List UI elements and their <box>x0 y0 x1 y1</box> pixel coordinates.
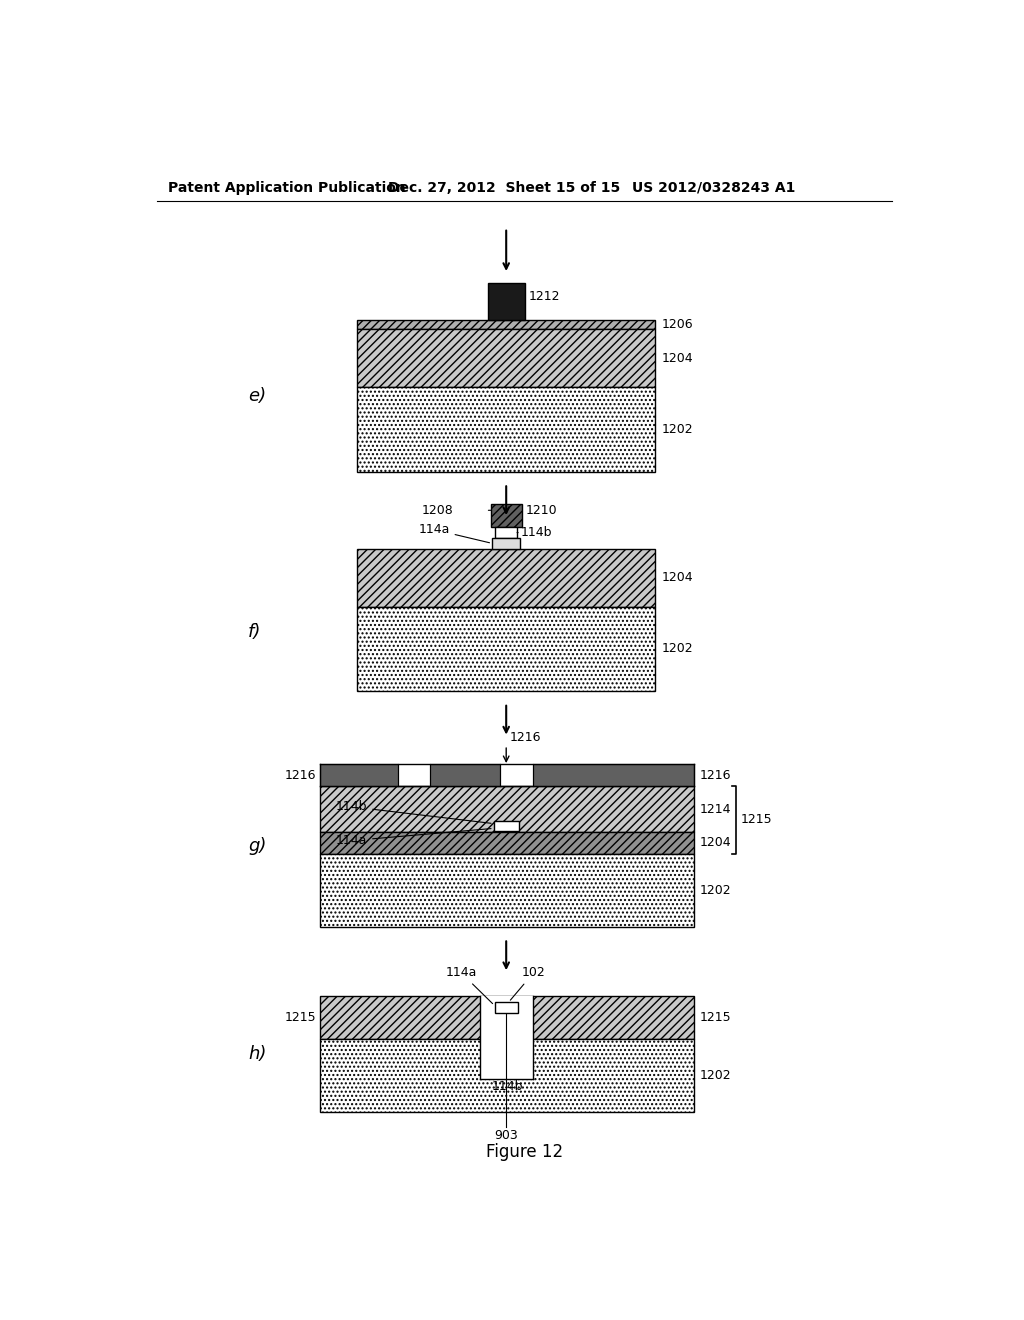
Text: 102: 102 <box>510 966 546 1001</box>
Bar <box>430 764 500 785</box>
Text: 1216: 1216 <box>285 768 316 781</box>
Bar <box>495 1002 518 1014</box>
Text: 903: 903 <box>495 1129 518 1142</box>
Text: 1214: 1214 <box>700 803 731 816</box>
Text: Patent Application Publication: Patent Application Publication <box>168 181 407 194</box>
Bar <box>356 549 655 607</box>
Text: Dec. 27, 2012  Sheet 15 of 15: Dec. 27, 2012 Sheet 15 of 15 <box>388 181 620 194</box>
Bar <box>321 854 693 927</box>
Bar <box>321 764 397 785</box>
Text: 1204: 1204 <box>700 837 731 850</box>
Text: 1204: 1204 <box>662 572 693 585</box>
Text: 114a: 114a <box>336 829 492 847</box>
Text: g): g) <box>248 837 266 854</box>
Bar <box>321 1039 693 1111</box>
Bar <box>532 764 693 785</box>
Text: 1204: 1204 <box>662 351 693 364</box>
Bar <box>321 832 693 854</box>
Text: 1202: 1202 <box>700 884 731 896</box>
Text: 1212: 1212 <box>528 289 560 302</box>
Text: 1215: 1215 <box>700 1011 731 1024</box>
Text: e): e) <box>248 387 266 405</box>
Text: 1202: 1202 <box>662 643 693 656</box>
Text: 114a: 114a <box>418 523 489 543</box>
Bar <box>321 997 693 1039</box>
Text: 114b: 114b <box>336 800 492 824</box>
Bar <box>356 387 655 471</box>
Bar <box>321 785 693 832</box>
Text: 114b: 114b <box>517 527 552 539</box>
Text: 1202: 1202 <box>700 1069 731 1081</box>
Bar <box>487 284 525 321</box>
Text: 114b: 114b <box>492 1080 523 1093</box>
Bar <box>496 527 517 539</box>
Text: 114a: 114a <box>445 966 493 1003</box>
Bar <box>356 607 655 692</box>
Text: US 2012/0328243 A1: US 2012/0328243 A1 <box>632 181 795 194</box>
Text: h): h) <box>248 1045 266 1063</box>
Text: 1216: 1216 <box>509 730 541 743</box>
Text: 1210: 1210 <box>525 504 557 517</box>
Text: 1202: 1202 <box>662 422 693 436</box>
Bar <box>480 997 532 1078</box>
Bar <box>356 330 655 387</box>
Text: f): f) <box>248 623 261 640</box>
Text: Figure 12: Figure 12 <box>486 1143 563 1160</box>
Text: 1206: 1206 <box>662 318 693 331</box>
Bar <box>490 504 521 527</box>
Bar <box>493 539 520 549</box>
Text: 1216: 1216 <box>700 768 731 781</box>
Bar <box>494 821 518 832</box>
Text: 1215: 1215 <box>740 813 772 826</box>
Bar <box>356 321 655 330</box>
Text: 1215: 1215 <box>285 1011 316 1024</box>
Text: 1208: 1208 <box>422 504 454 517</box>
